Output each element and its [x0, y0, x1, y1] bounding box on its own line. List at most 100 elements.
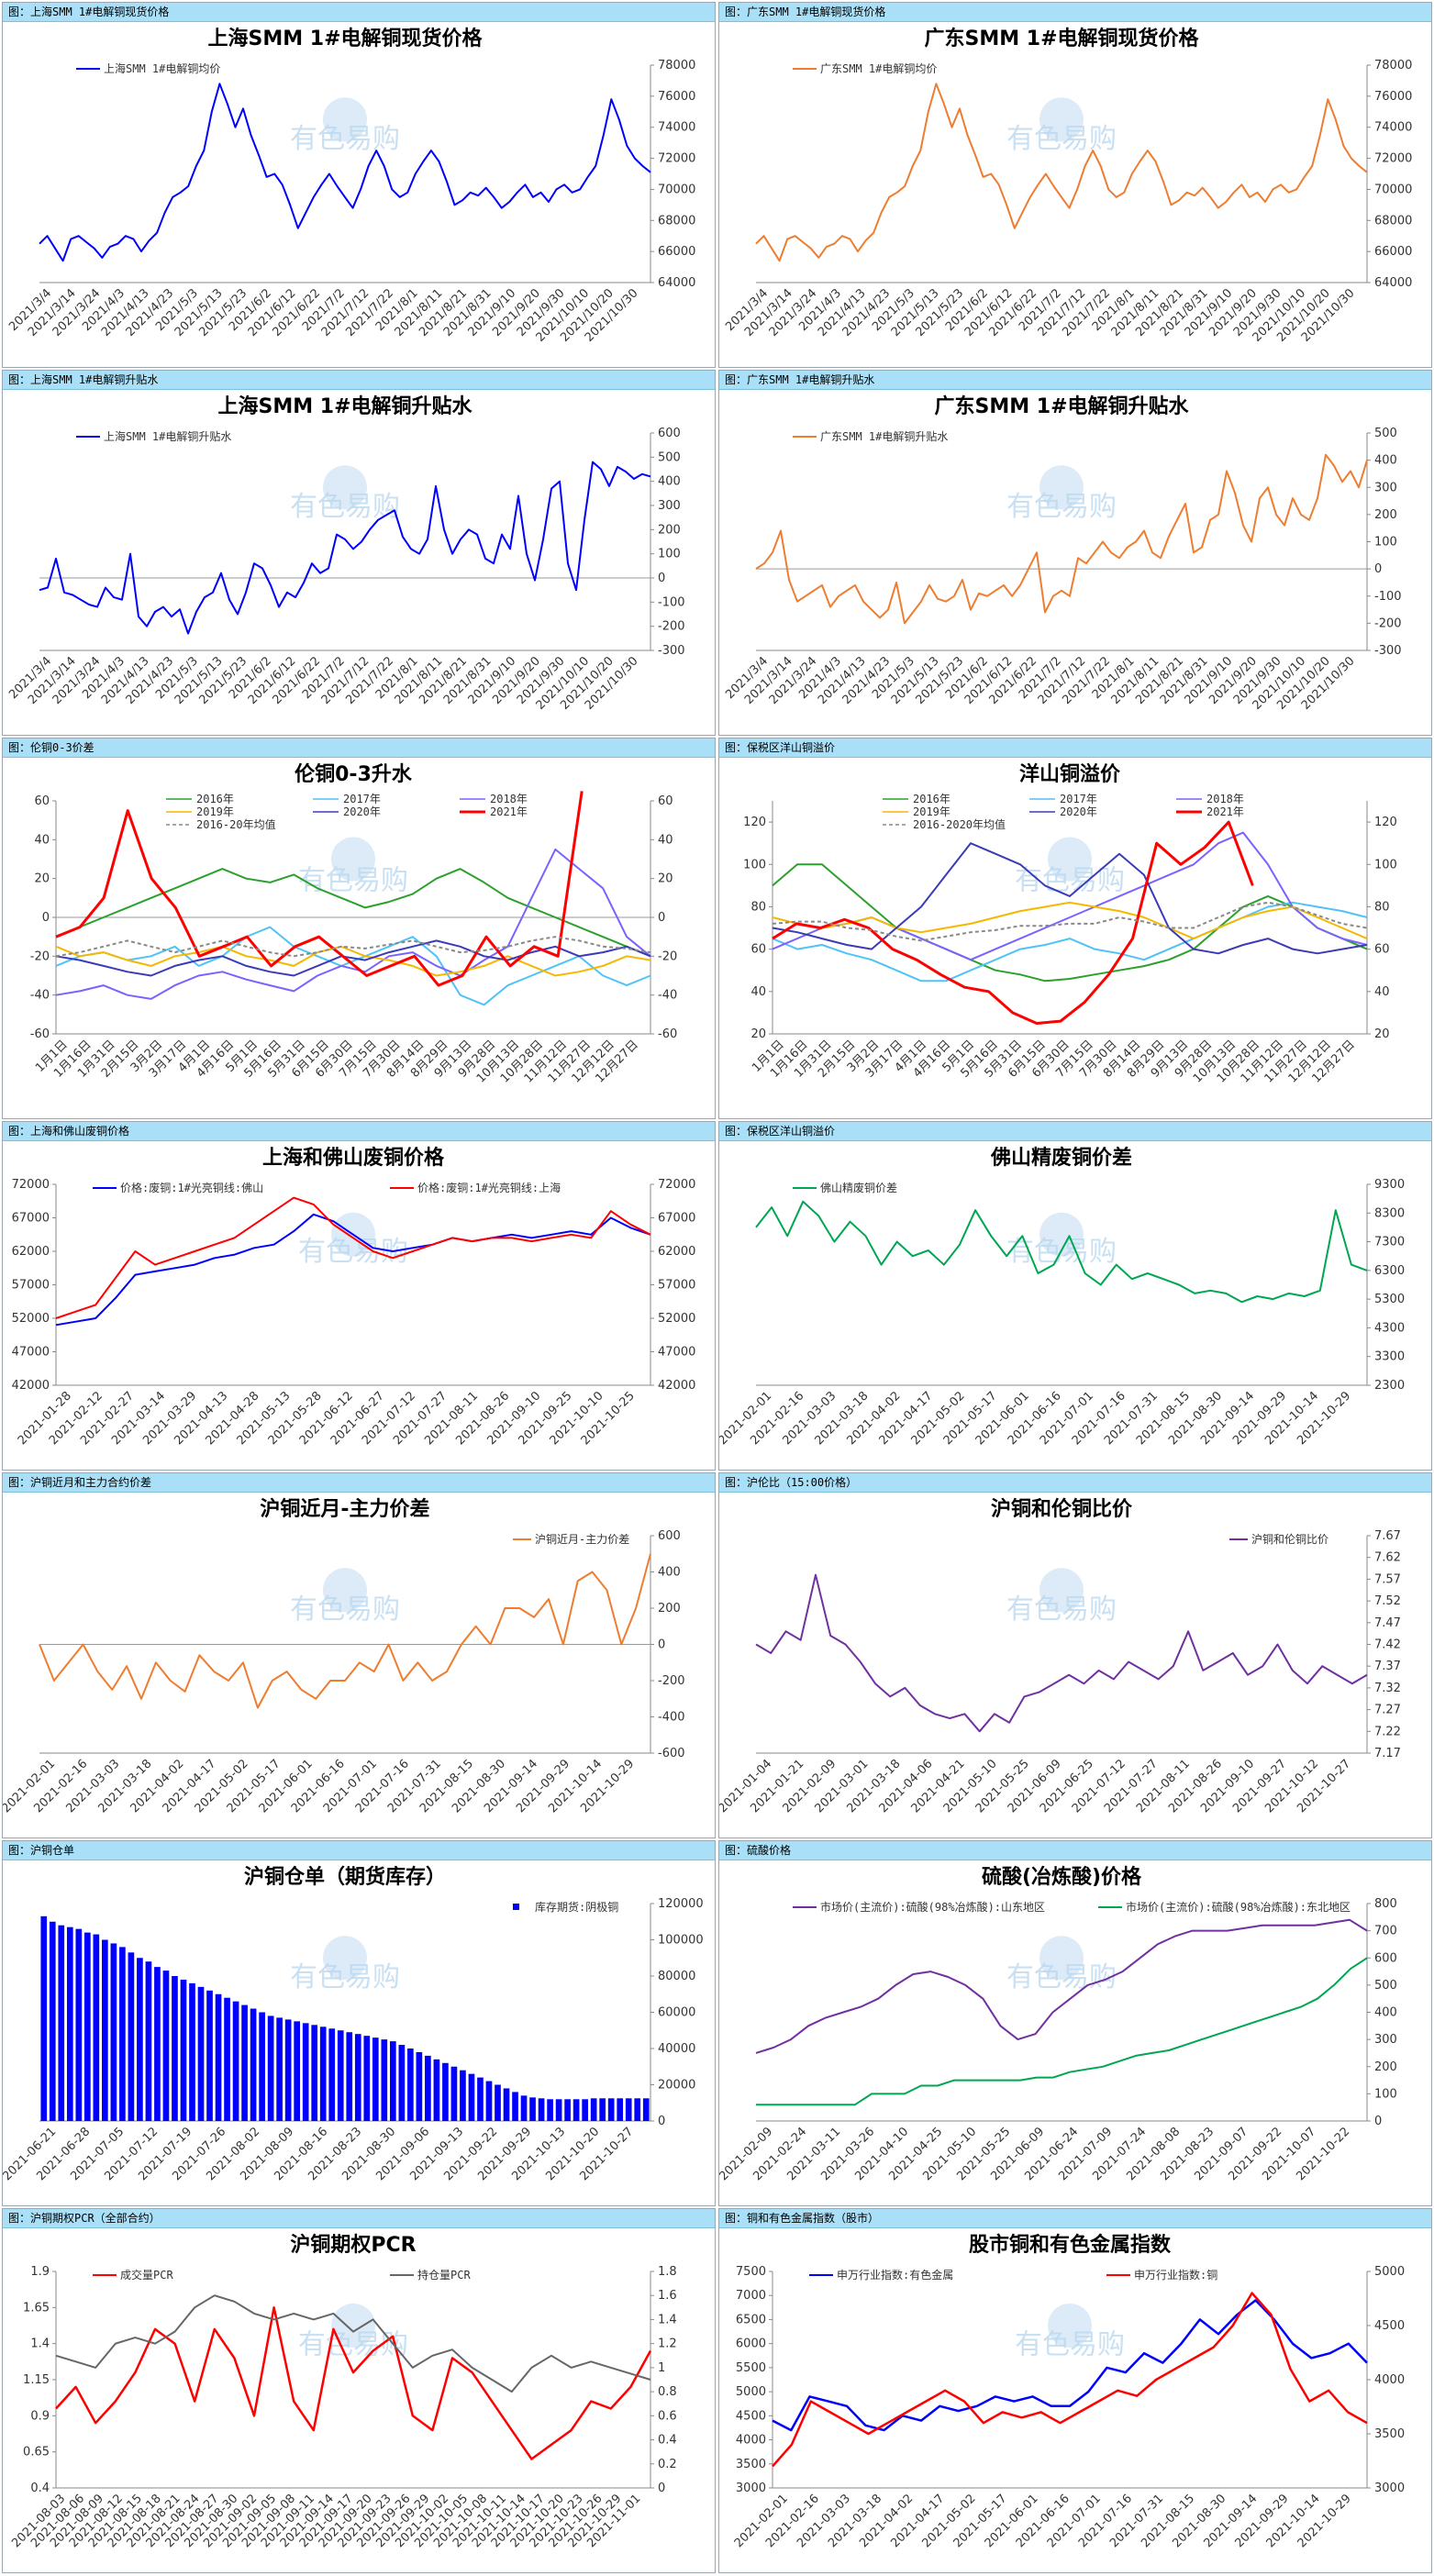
y-tick-label: 9300	[1374, 1178, 1405, 1192]
bar-mark	[590, 2098, 597, 2121]
legend-label: 2019年	[196, 805, 234, 818]
y-tick-label: 20	[1374, 1027, 1390, 1041]
chart-panel-p12: 图：硫酸价格有色易购硫酸(冶炼酸)价格010020030040050060070…	[718, 1840, 1432, 2206]
legend-label: 价格:废铜:1#光亮铜线:上海	[417, 1181, 561, 1194]
bar-mark	[102, 1939, 108, 2121]
series-line	[772, 842, 1368, 955]
bar-mark	[460, 2070, 466, 2121]
legend-label: 广东SMM 1#电解铜升贴水	[820, 429, 948, 443]
y-tick-label: -300	[658, 644, 685, 658]
series-line	[772, 901, 1368, 942]
bar-mark	[642, 2098, 650, 2121]
y-tick-label: 600	[658, 427, 681, 440]
legend-label: 申万行业指数:有色金属	[837, 2268, 953, 2282]
bar-mark	[215, 1993, 222, 2121]
chart-title: 沪铜近月-主力价差	[260, 1497, 429, 1521]
series-line	[55, 936, 651, 958]
chart-panel-p14: 图：铜和有色金属指数（股市）有色易购股市铜和有色金属指数300035004000…	[718, 2208, 1432, 2573]
series-line	[772, 863, 1368, 983]
y-tick-label-left: 42000	[12, 1379, 50, 1393]
chart-panel-p11: 图：沪铜仓单有色易购沪铜仓单（期货库存）02000040000600008000…	[2, 1840, 716, 2206]
bar-mark	[311, 2025, 318, 2121]
chart-svg: 有色易购沪铜和伦铜比价7.177.227.277.327.377.427.477…	[719, 1497, 1401, 1815]
panel-header: 图：沪铜仓单	[3, 1841, 715, 1860]
chart-panel-p8: 图：保税区洋山铜溢价有色易购佛山精废铜价差2300330043005300630…	[718, 1121, 1432, 1471]
y-tick-label: 7.67	[1374, 1529, 1401, 1543]
y-tick-label: 100	[658, 548, 681, 561]
series-line	[55, 939, 651, 977]
y-tick-label-left: 0	[42, 911, 50, 925]
bar-mark	[520, 2095, 528, 2121]
legend-label: 2020年	[343, 805, 381, 818]
y-tick-label: -100	[658, 595, 685, 609]
series-line	[55, 791, 584, 987]
y-tick-label: 40	[1374, 985, 1390, 999]
y-tick-label-left: 1.15	[23, 2373, 50, 2387]
y-tick-label: 400	[658, 475, 681, 489]
y-tick-label: 0	[1374, 562, 1382, 576]
panel-header: 图：沪铜期权PCR（全部合约）	[3, 2209, 715, 2228]
y-tick-label-left: 1.65	[23, 2301, 50, 2315]
y-tick-label-left: 3500	[736, 2458, 766, 2471]
panel-header: 图：沪铜近月和主力合约价差	[3, 1473, 715, 1493]
y-tick-label: 0	[1374, 2115, 1382, 2128]
watermark-logo	[1039, 97, 1084, 142]
panel-header: 图：保税区洋山铜溢价	[719, 1122, 1431, 1141]
series-line	[55, 1213, 651, 1327]
chart-panel-p13: 图：沪铜期权PCR（全部合约）有色易购沪铜期权PCR00.20.40.60.81…	[2, 2208, 716, 2573]
bar-mark	[433, 2059, 440, 2121]
bar-mark	[162, 1971, 170, 2121]
chart-title: 上海SMM 1#电解铜升贴水	[217, 394, 472, 418]
series-line	[755, 453, 1368, 625]
chart-panel-p2: 图：广东SMM 1#电解铜现货价格有色易购广东SMM 1#电解铜现货价格6400…	[718, 2, 1432, 368]
y-tick-label: 4500	[1374, 2319, 1405, 2333]
y-tick-label: 800	[1374, 1897, 1397, 1911]
y-tick-label-left: 60	[750, 943, 766, 957]
y-tick-label-left: 7500	[736, 2265, 766, 2279]
y-tick-label: 0	[658, 1638, 665, 1652]
chart-title: 沪铜期权PCR	[290, 2233, 416, 2257]
bar-mark	[354, 2034, 361, 2121]
y-tick-label: 64000	[658, 276, 695, 290]
bar-mark	[625, 2098, 632, 2121]
y-tick-label: 3300	[1374, 1350, 1405, 1364]
bar-mark	[398, 2045, 406, 2121]
legend-label: 2018年	[1206, 793, 1244, 805]
y-tick-label: 300	[1374, 481, 1397, 494]
legend-label: 申万行业指数:铜	[1134, 2268, 1217, 2282]
y-tick-label: -60	[658, 1027, 677, 1041]
bar-mark	[66, 1926, 73, 2121]
y-tick-label: 4000	[1374, 2373, 1405, 2387]
series-line	[755, 83, 1368, 262]
bar-mark	[442, 2062, 449, 2121]
y-tick-label-left: 0.4	[30, 2482, 50, 2495]
panel-header: 图：上海SMM 1#电解铜现货价格	[3, 3, 715, 22]
series-line	[772, 901, 1368, 940]
bar-mark	[302, 2023, 309, 2121]
chart-title: 股市铜和有色金属指数	[969, 2233, 1172, 2257]
bar-mark	[529, 2097, 536, 2121]
bar-mark	[93, 1934, 100, 2121]
y-tick-label: 60	[1374, 943, 1390, 957]
y-tick-label-left: 3000	[736, 2482, 766, 2495]
chart-title: 沪铜仓单（期货库存）	[244, 1865, 446, 1889]
bar-mark	[276, 2017, 283, 2121]
y-tick-label: 0.6	[658, 2409, 677, 2423]
legend-label: 2016-20年均值	[196, 817, 276, 831]
watermark-logo	[323, 97, 367, 142]
bar-mark	[172, 1976, 178, 2121]
y-tick-label-left: 57000	[12, 1279, 50, 1293]
y-tick-label: 76000	[658, 90, 695, 104]
y-tick-label-left: 40	[34, 833, 50, 847]
y-tick-label-left: 4500	[736, 2409, 766, 2423]
bar-mark	[241, 2004, 248, 2121]
chart-panel-p7: 图：上海和佛山废铜价格有色易购上海和佛山废铜价格4200047000520005…	[2, 1121, 716, 1471]
bar-mark	[468, 2073, 475, 2121]
y-tick-label-left: 5000	[736, 2385, 766, 2399]
y-tick-label: 120000	[658, 1897, 704, 1911]
watermark-logo	[323, 1568, 367, 1613]
legend-label: 上海SMM 1#电解铜均价	[104, 61, 220, 75]
bar-mark	[425, 2055, 431, 2121]
chart-title: 沪铜和伦铜比价	[991, 1497, 1133, 1521]
bar-mark	[381, 2039, 388, 2121]
